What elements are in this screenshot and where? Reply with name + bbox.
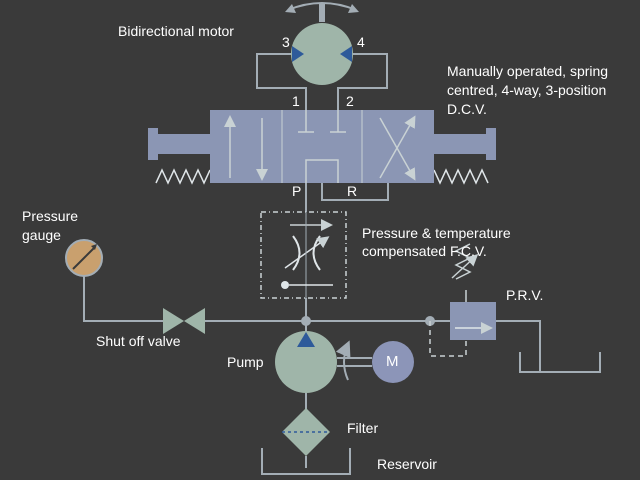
dcv-port-1: 1 xyxy=(292,93,300,109)
prv-adjust-arrow xyxy=(451,253,479,279)
filter xyxy=(282,408,330,456)
flow-control-valve xyxy=(260,211,347,299)
dcv-center-envelope xyxy=(298,110,346,183)
dcv-right-arrow-cross-2 xyxy=(379,117,416,181)
dcv-lever-left xyxy=(148,128,158,160)
motor-lines xyxy=(256,53,388,110)
prv-tank xyxy=(519,352,601,373)
spring-right xyxy=(433,168,489,185)
motor-triangle-left xyxy=(292,46,304,62)
spring-left xyxy=(155,168,211,185)
gauge-label-line-1: Pressure xyxy=(22,208,79,224)
fcv-orifice-left xyxy=(292,235,301,271)
pump-circle xyxy=(275,331,337,393)
motor-shaft xyxy=(319,4,325,22)
fcv-orifice-right xyxy=(312,235,321,271)
electric-motor-label: M xyxy=(386,353,399,370)
rotation-arrow xyxy=(287,2,357,11)
fcv-envelope xyxy=(260,211,347,299)
gauge-needle-head xyxy=(91,244,97,250)
prv-body xyxy=(450,302,496,340)
dcv-port-2: 2 xyxy=(346,93,354,109)
bidirectional-motor xyxy=(285,2,359,85)
junction-pump xyxy=(301,316,311,326)
pump-label: Pump xyxy=(227,354,264,370)
reservoir-label: Reservoir xyxy=(377,456,437,472)
fcv-temperature-dot xyxy=(281,281,289,289)
prv-label: P.R.V. xyxy=(506,287,544,303)
gauge-label-line-2: gauge xyxy=(22,227,61,243)
gauge-needle xyxy=(72,246,96,270)
pressure-relief-valve xyxy=(429,243,496,357)
dcv-body xyxy=(210,110,434,183)
dcv-port-lines xyxy=(305,183,389,212)
filter-label: Filter xyxy=(347,420,379,436)
motor-triangle-right xyxy=(340,46,352,62)
rotation-arrow-head-right xyxy=(348,4,359,13)
pressure-gauge xyxy=(65,239,103,277)
dcv-actuator-right xyxy=(434,134,486,154)
directional-control-valve xyxy=(148,110,496,185)
shutoff-triangle-left xyxy=(163,308,184,334)
shutoff-label: Shut off valve xyxy=(96,333,181,349)
pump-rotation-arrow xyxy=(335,340,351,381)
electric-motor xyxy=(372,341,414,383)
pump-triangle xyxy=(297,332,315,347)
reservoir xyxy=(261,448,351,475)
shutoff-triangle-right xyxy=(184,308,205,334)
fcv-label-line-2: compensated F.C.V. xyxy=(362,243,487,259)
prv-spring xyxy=(454,243,472,280)
motor-circle xyxy=(291,23,353,85)
dcv-label-line-2: centred, 4-way, 3-position xyxy=(447,82,607,98)
shut-off-valve xyxy=(163,308,205,334)
fcv-label-line-1: Pressure & temperature xyxy=(362,225,511,241)
pump xyxy=(275,331,372,393)
dcv-actuator-left xyxy=(158,134,210,154)
dcv-port-r: R xyxy=(347,183,358,199)
dcv-port-p: P xyxy=(292,183,302,199)
motor-port-3: 3 xyxy=(282,34,290,50)
dcv-lever-right xyxy=(486,128,496,160)
motor-label: Bidirectional motor xyxy=(118,23,234,39)
motor-port-4: 4 xyxy=(357,34,365,50)
dcv-label-line-3: D.C.V. xyxy=(447,101,487,117)
rotation-arrow-head-left xyxy=(285,4,296,13)
dcv-label-line-1: Manually operated, spring xyxy=(447,63,609,79)
